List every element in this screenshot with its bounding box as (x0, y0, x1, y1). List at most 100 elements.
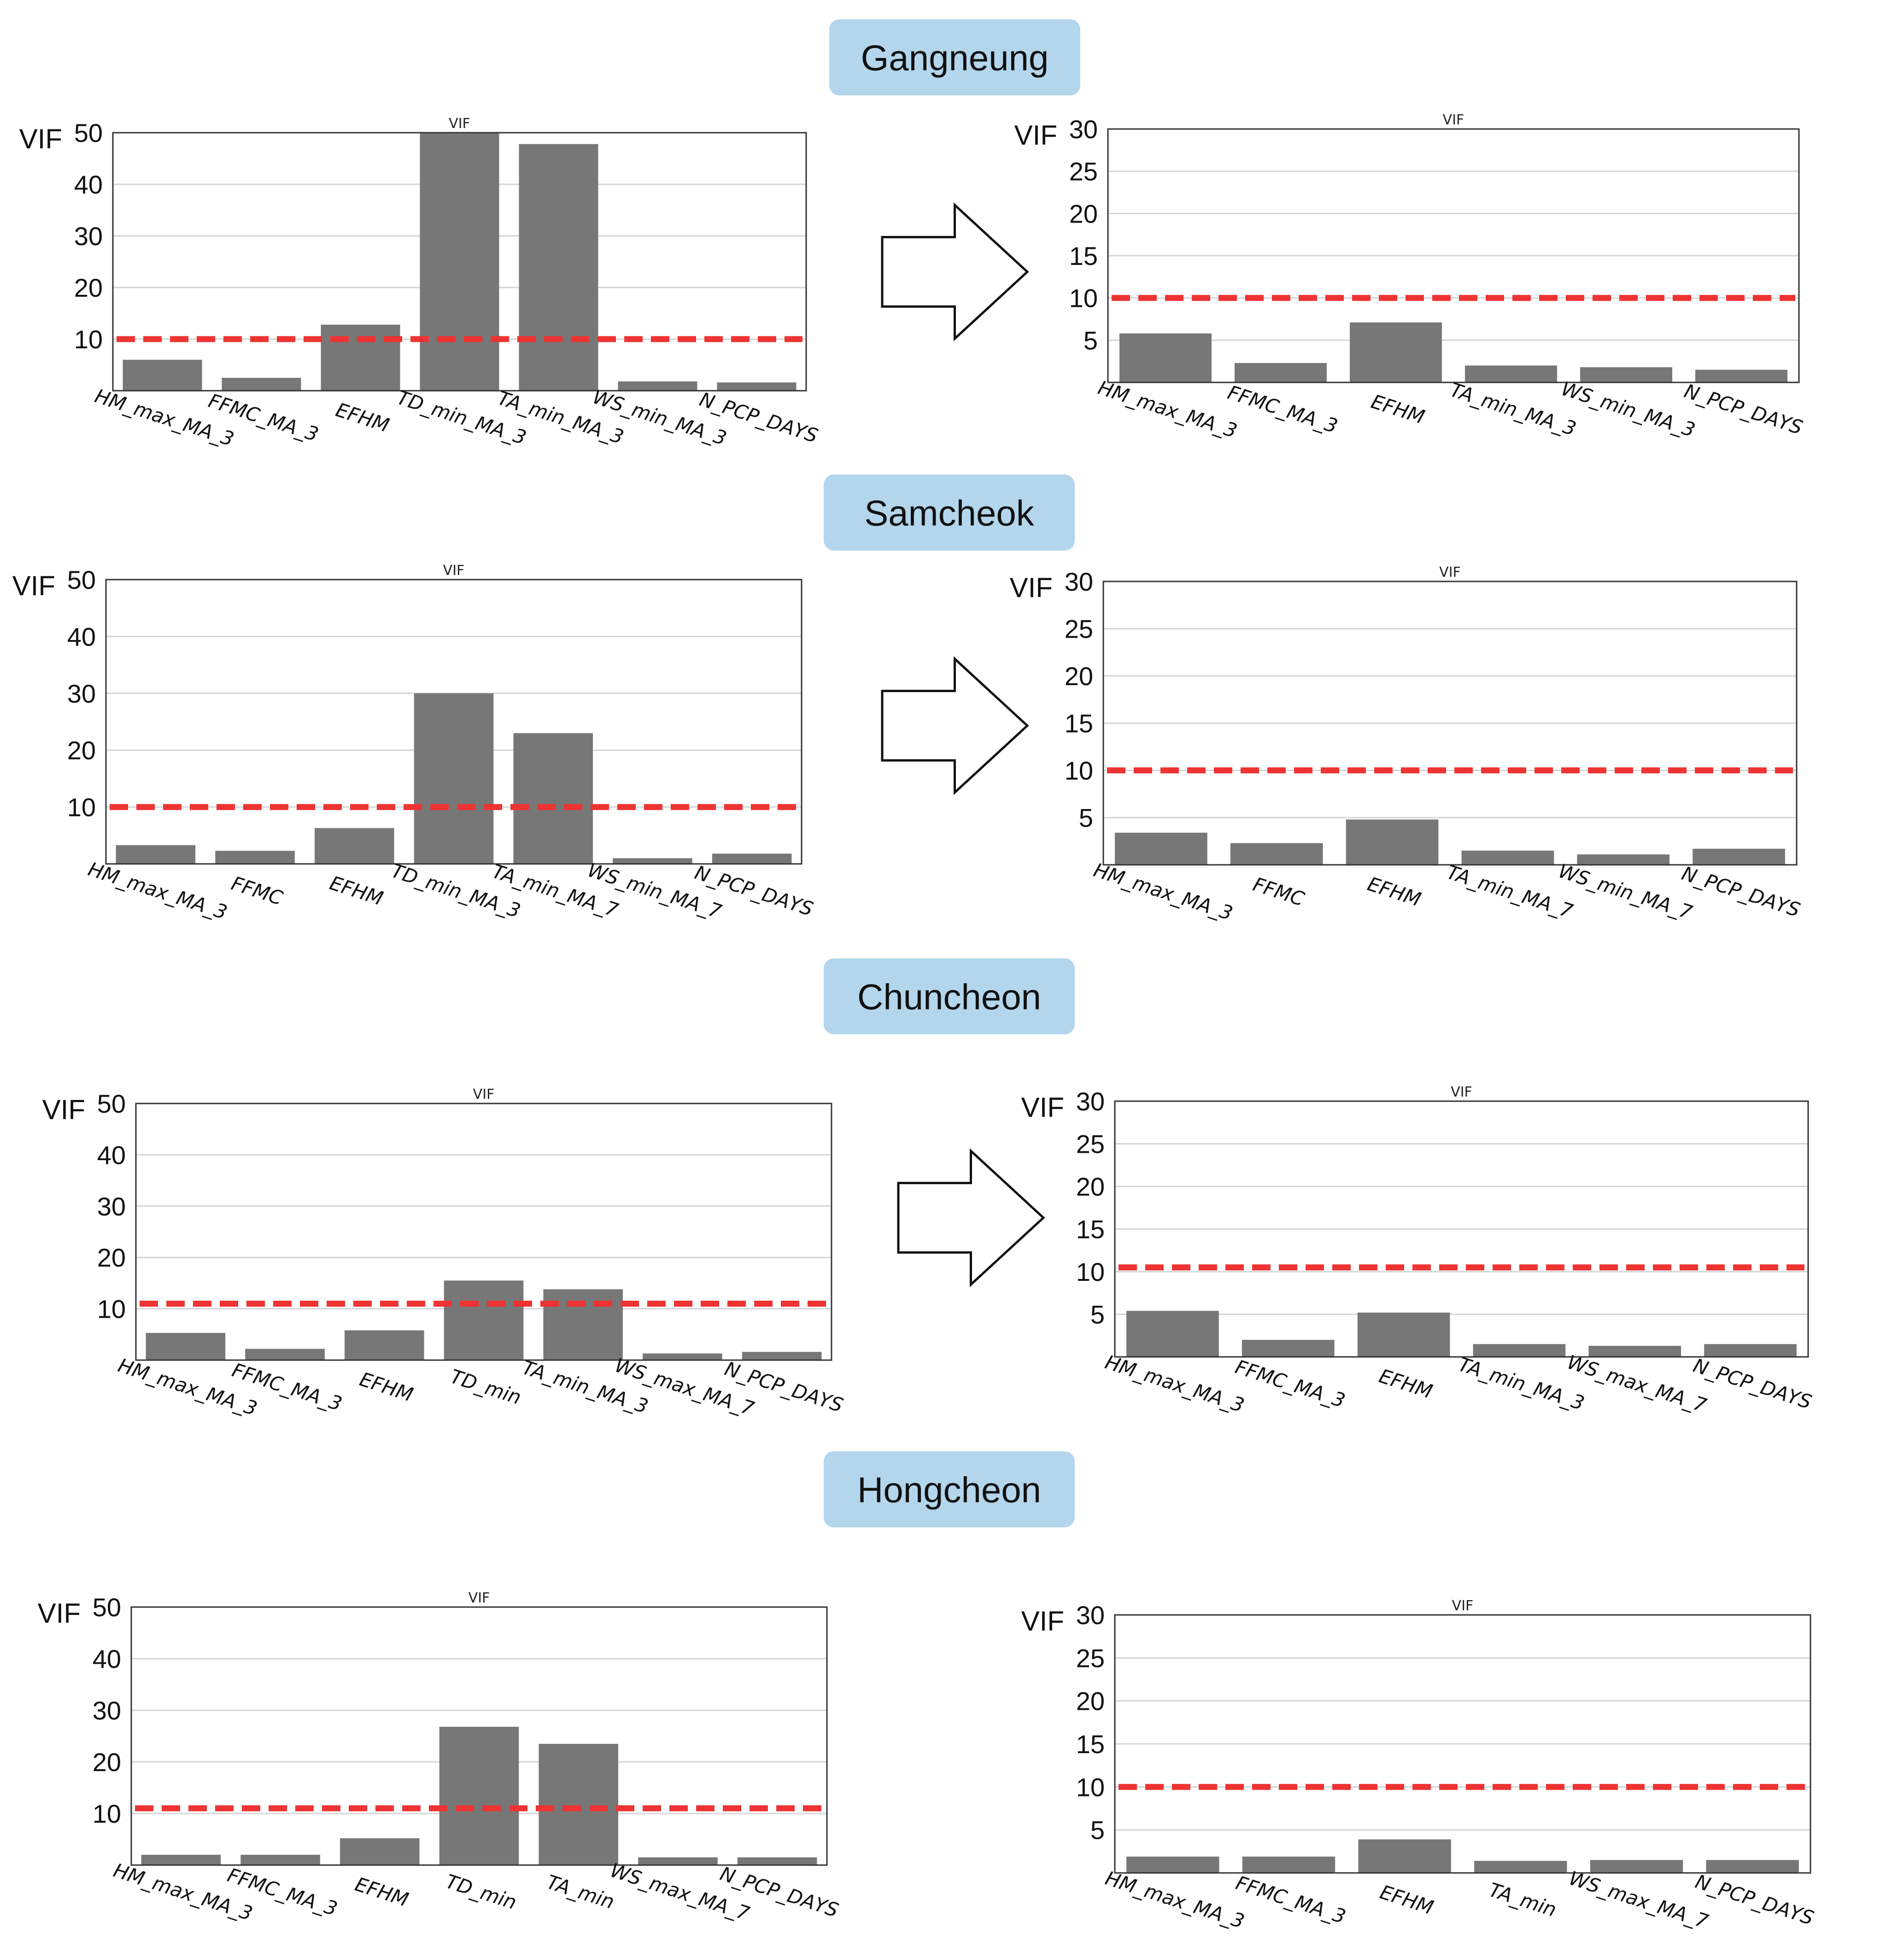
station-title-hongcheon: Hongcheon (824, 1451, 1075, 1527)
bar-td-min-ma-3 (414, 693, 494, 864)
y-tick-label: 10 (1069, 284, 1098, 313)
bar-ta-min (539, 1743, 618, 1865)
bar-ws-max-ma-7 (638, 1857, 718, 1865)
y-tick-label: 50 (97, 1089, 126, 1118)
bar-ta-min-ma-7 (513, 733, 593, 864)
station-title-samcheok: Samcheok (824, 475, 1075, 551)
x-tick-label-n-pcp-days: N_PCP_DAYS (1679, 862, 1803, 921)
bar-ws-min-ma-7 (1577, 854, 1670, 865)
bar-ws-max-ma-7 (1590, 1860, 1683, 1873)
y-axis-label: VIF (42, 1094, 85, 1125)
y-tick-label: 10 (93, 1799, 121, 1828)
y-tick-label: 20 (1076, 1687, 1105, 1716)
station-title-gangneung: Gangneung (829, 19, 1080, 95)
y-tick-label: 25 (1065, 615, 1093, 644)
x-tick-label-ws-max-ma-7: WS_max_MA_7 (1564, 1350, 1709, 1417)
station-title-box (824, 958, 1075, 1034)
x-tick-label-n-pcp-days: N_PCP_DAYS (1681, 380, 1805, 439)
x-tick-label-efhm: EFHM (1377, 1881, 1436, 1919)
y-tick-label: 10 (67, 793, 96, 822)
station-title-text: Hongcheon (857, 1470, 1041, 1510)
bar-ta-min-ma-7 (1461, 851, 1554, 865)
y-tick-label: 15 (1076, 1215, 1105, 1244)
bar-ffmc (1230, 843, 1323, 865)
y-tick-label: 30 (1076, 1087, 1105, 1116)
y-tick-label: 25 (1069, 157, 1098, 186)
y-tick-label: 10 (1076, 1257, 1105, 1286)
chart-title: VIF (443, 563, 465, 579)
x-tick-label-ws-min-ma-3: WS_min_MA_3 (1558, 377, 1698, 441)
y-tick-label: 30 (1065, 567, 1093, 596)
y-tick-label: 20 (97, 1243, 126, 1272)
bar-efhm (1358, 1839, 1451, 1873)
plot-frame (1114, 1100, 1809, 1358)
x-tick-label-n-pcp-days: N_PCP_DAYS (1693, 1870, 1816, 1930)
bar-n-pcp-days (742, 1352, 822, 1360)
chart-title: VIF (449, 116, 470, 132)
bar-td-min-ma-3 (420, 133, 499, 391)
y-tick-label: 20 (67, 736, 96, 765)
y-axis-label: VIF (1021, 1092, 1064, 1123)
x-tick-label-ta-min: TA_min (544, 1871, 617, 1913)
bar-efhm (345, 1330, 424, 1360)
chart-title: VIF (1439, 564, 1461, 581)
y-tick-label: 30 (74, 222, 103, 251)
y-axis-label: VIF (1010, 572, 1053, 603)
plot-frame (105, 579, 802, 865)
station-title-text: Chuncheon (857, 977, 1041, 1017)
bar-n-pcp-days (1704, 1344, 1797, 1357)
x-tick-label-ffmc: FFMC (1250, 873, 1307, 910)
bar-efhm (1346, 819, 1439, 865)
bar-td-min (444, 1280, 524, 1360)
bar-efhm (1357, 1312, 1450, 1357)
station-title-box (824, 475, 1075, 551)
x-tick-label-efhm: EFHM (357, 1368, 416, 1406)
bar-ta-min-ma-3 (543, 1289, 623, 1360)
y-axis-label: VIF (12, 570, 55, 601)
bar-efhm (315, 828, 394, 864)
y-tick-label: 50 (93, 1593, 121, 1622)
x-tick-label-hm-max-ma-3: HM_max_MA_3 (1102, 1866, 1247, 1933)
bar-hm-max-ma-3 (1115, 833, 1207, 865)
plot-frame (1102, 581, 1798, 866)
y-tick-label: 10 (74, 325, 103, 354)
chart-title: VIF (1451, 1084, 1472, 1100)
bar-ws-min-ma-3 (1580, 367, 1672, 382)
y-tick-label: 10 (1076, 1772, 1105, 1802)
x-tick-label-efhm: EFHM (352, 1873, 411, 1911)
x-tick-label-efhm: EFHM (1376, 1365, 1435, 1403)
bar-ta-min-ma-3 (519, 144, 598, 391)
y-tick-label: 30 (93, 1696, 121, 1725)
bar-ffmc-ma-3 (1242, 1856, 1335, 1873)
bar-ffmc-ma-3 (222, 378, 301, 391)
y-tick-label: 15 (1065, 709, 1093, 738)
bar-hm-max-ma-3 (1126, 1856, 1219, 1873)
x-tick-label-ws-min-ma-7: WS_min_MA_7 (1556, 859, 1695, 924)
x-tick-label-ffmc: FFMC (228, 872, 286, 910)
x-tick-label-ta-min-ma-7: TA_min_MA_7 (1444, 861, 1576, 923)
bar-hm-max-ma-3 (1119, 333, 1212, 382)
bar-n-pcp-days (1706, 1860, 1799, 1873)
y-tick-label: 25 (1076, 1130, 1105, 1159)
bar-td-min (439, 1726, 519, 1865)
y-tick-label: 15 (1076, 1730, 1105, 1759)
y-tick-label: 40 (67, 622, 96, 651)
x-tick-label-ta-min-ma-3: TA_min_MA_3 (1447, 378, 1579, 440)
bar-ws-min-ma-7 (613, 858, 692, 864)
x-tick-label-ta-min: TA_min (1486, 1878, 1559, 1921)
chart-title: VIF (1443, 112, 1464, 128)
bar-ffmc-ma-3 (245, 1349, 325, 1360)
bar-ffmc-ma-3 (240, 1854, 320, 1865)
x-tick-label-ffmc-ma-3: FFMC_MA_3 (1232, 1356, 1348, 1412)
x-tick-label-efhm: EFHM (1369, 390, 1428, 428)
y-tick-label: 40 (74, 170, 103, 199)
bar-n-pcp-days (737, 1857, 817, 1865)
y-tick-label: 40 (93, 1644, 121, 1673)
x-tick-label-td-min: TD_min (443, 1870, 520, 1913)
bar-hm-max-ma-3 (123, 359, 202, 391)
y-tick-label: 30 (1069, 115, 1098, 144)
y-tick-label: 5 (1084, 326, 1098, 355)
